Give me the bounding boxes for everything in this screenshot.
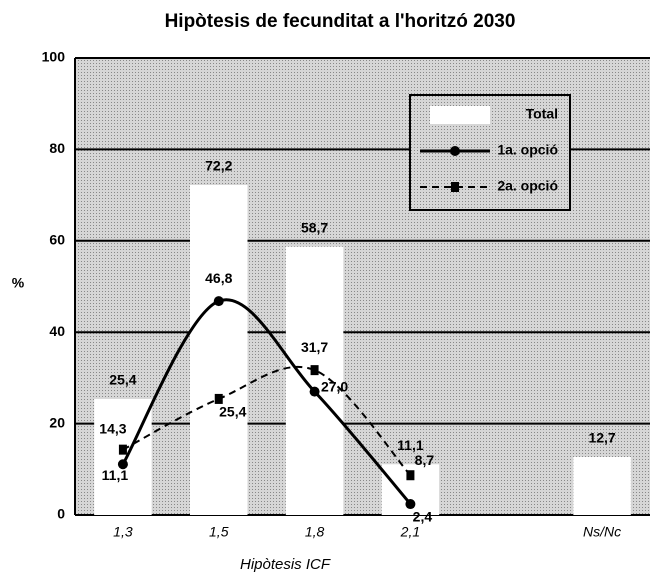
bar bbox=[190, 185, 248, 515]
legend-label: 2a. opció bbox=[497, 178, 558, 194]
x-tick-label: 2,1 bbox=[400, 524, 420, 540]
marker bbox=[214, 393, 223, 404]
legend-label: Total bbox=[526, 106, 558, 122]
marker bbox=[309, 386, 320, 397]
y-tick-label: 60 bbox=[49, 232, 65, 248]
marker bbox=[310, 365, 319, 376]
data-label: 72,2 bbox=[205, 158, 232, 174]
y-tick-label: 100 bbox=[42, 49, 66, 65]
data-label: 14,3 bbox=[99, 420, 126, 436]
y-tick-label: 20 bbox=[49, 414, 65, 430]
data-label: 12,7 bbox=[588, 430, 615, 446]
data-label: 2,4 bbox=[413, 509, 433, 525]
marker bbox=[117, 459, 128, 470]
bar bbox=[573, 456, 631, 515]
data-label: 46,8 bbox=[205, 270, 232, 286]
marker bbox=[213, 296, 224, 307]
series-line bbox=[121, 298, 412, 506]
marker bbox=[405, 499, 416, 510]
data-label: 25,4 bbox=[219, 404, 246, 420]
x-tick-label: 1,8 bbox=[305, 524, 325, 540]
data-label: 11,1 bbox=[397, 437, 424, 453]
bar bbox=[285, 246, 344, 515]
legend-marker bbox=[450, 146, 460, 156]
x-tick-label: 1,5 bbox=[209, 524, 229, 540]
series-line bbox=[122, 365, 412, 476]
data-label: 27,0 bbox=[321, 378, 348, 394]
y-axis-label: % bbox=[12, 275, 25, 291]
bar bbox=[94, 398, 152, 515]
data-label: 31,7 bbox=[301, 339, 328, 355]
data-label: 11,1 bbox=[102, 467, 129, 483]
legend-swatch bbox=[430, 106, 490, 124]
data-label: 25,4 bbox=[109, 372, 136, 388]
y-tick-label: 0 bbox=[57, 506, 65, 522]
data-label: 8,7 bbox=[415, 452, 435, 468]
legend-marker bbox=[451, 182, 459, 192]
marker bbox=[406, 470, 415, 481]
y-tick-label: 80 bbox=[49, 140, 65, 156]
y-tick-label: 40 bbox=[49, 323, 65, 339]
legend-label: 1a. opció bbox=[497, 142, 558, 158]
marker bbox=[118, 444, 127, 455]
x-tick-label: Ns/Nc bbox=[583, 524, 621, 540]
data-label: 58,7 bbox=[301, 219, 328, 235]
x-axis-label: Hipòtesis ICF bbox=[240, 556, 331, 573]
chart-title: Hipòtesis de fecunditat a l'horitzó 2030 bbox=[165, 11, 516, 32]
x-tick-label: 1,3 bbox=[113, 524, 133, 540]
